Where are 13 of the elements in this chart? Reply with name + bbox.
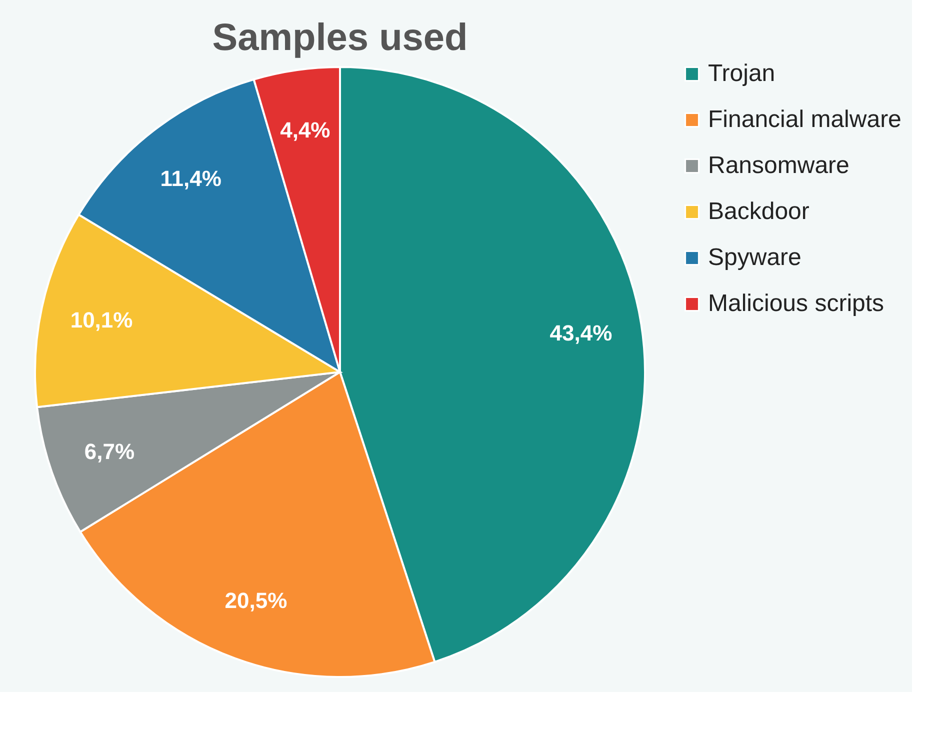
legend-label: Ransomware: [708, 152, 850, 179]
data-label: 10,1%: [70, 307, 133, 332]
chart-title: Samples used: [212, 17, 468, 59]
legend-label: Financial malware: [708, 106, 902, 133]
legend-label: Backdoor: [708, 198, 810, 225]
data-label: 11,4%: [160, 166, 222, 191]
data-label: 20,5%: [224, 588, 288, 614]
data-label: 43,4%: [550, 320, 612, 346]
legend-label: Trojan: [708, 60, 776, 87]
legend-label: Spyware: [708, 244, 802, 271]
legend-label: Malicious scripts: [708, 290, 884, 317]
data-label: 4,4%: [280, 118, 330, 142]
data-label: 6,7%: [84, 438, 135, 464]
